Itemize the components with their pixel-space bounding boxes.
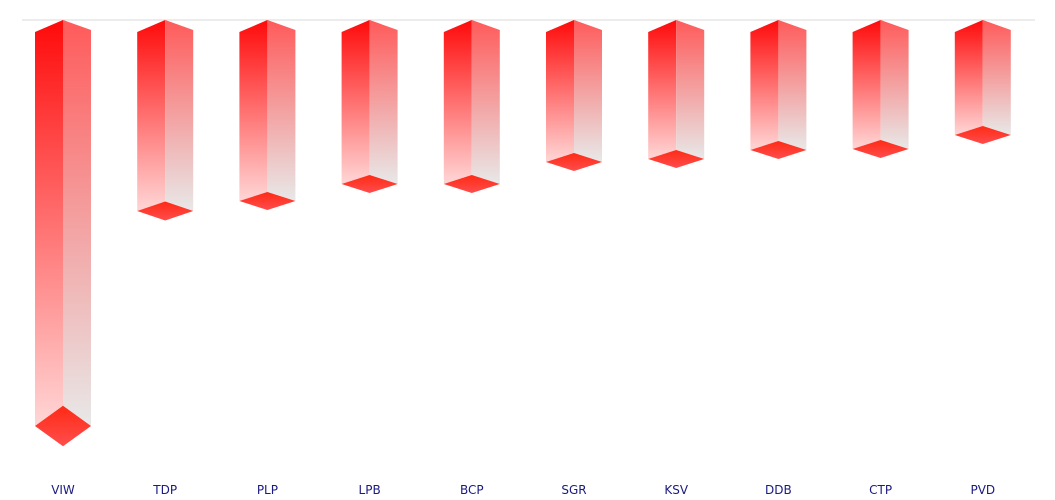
bar-front-face bbox=[648, 20, 677, 159]
bar-front-face bbox=[954, 20, 983, 135]
bar-side-face bbox=[982, 20, 1011, 135]
x-tick-label: SGR bbox=[561, 483, 586, 497]
bar-end-cap bbox=[443, 175, 500, 193]
bar-plp bbox=[239, 20, 296, 211]
x-tick-label: PLP bbox=[257, 483, 278, 497]
bar-end-cap bbox=[341, 175, 398, 193]
bar-tdp bbox=[137, 20, 194, 221]
bar-end-cap bbox=[239, 191, 296, 211]
bar-end-cap bbox=[954, 126, 1011, 144]
bar-ddb bbox=[750, 20, 807, 159]
bar-side-face bbox=[778, 20, 807, 150]
bar-side-face bbox=[267, 20, 296, 201]
bar-front-face bbox=[35, 20, 63, 426]
x-tick-label: TDP bbox=[152, 483, 177, 497]
x-tick-label: DDB bbox=[765, 483, 792, 497]
x-tick-label: PVD bbox=[970, 483, 995, 497]
bar-front-face bbox=[137, 20, 166, 211]
bar-side-face bbox=[471, 20, 500, 184]
bar-lpb bbox=[341, 20, 398, 193]
bar-pvd bbox=[954, 20, 1011, 144]
bar-front-face bbox=[546, 20, 574, 162]
bar-front-face bbox=[443, 20, 472, 184]
bar-side-face bbox=[63, 20, 91, 426]
bar-side-face bbox=[574, 20, 602, 162]
bar-ksv bbox=[648, 20, 705, 168]
bar-front-face bbox=[239, 20, 268, 201]
bar-end-cap bbox=[750, 141, 807, 159]
x-tick-label: BCP bbox=[460, 483, 484, 497]
x-tick-label: VIW bbox=[51, 483, 75, 497]
bar-bcp bbox=[443, 20, 500, 193]
bar-viw bbox=[35, 20, 91, 447]
bar-front-face bbox=[750, 20, 779, 150]
bar-side-face bbox=[880, 20, 909, 149]
bar-side-face bbox=[165, 20, 194, 211]
bar-side-face bbox=[369, 20, 398, 184]
bar-sgr bbox=[546, 20, 602, 171]
x-tick-label: CTP bbox=[869, 483, 892, 497]
x-tick-label: LPB bbox=[359, 483, 381, 497]
bar-front-face bbox=[852, 20, 881, 149]
bar-end-cap bbox=[35, 405, 91, 447]
bar-end-cap bbox=[546, 153, 602, 171]
bar-ctp bbox=[852, 20, 909, 158]
bar-front-face bbox=[341, 20, 370, 184]
bar-side-face bbox=[676, 20, 705, 159]
bar-end-cap bbox=[852, 140, 909, 158]
bar-end-cap bbox=[137, 201, 194, 221]
x-tick-label: KSV bbox=[664, 483, 688, 497]
bar-end-cap bbox=[648, 150, 705, 168]
